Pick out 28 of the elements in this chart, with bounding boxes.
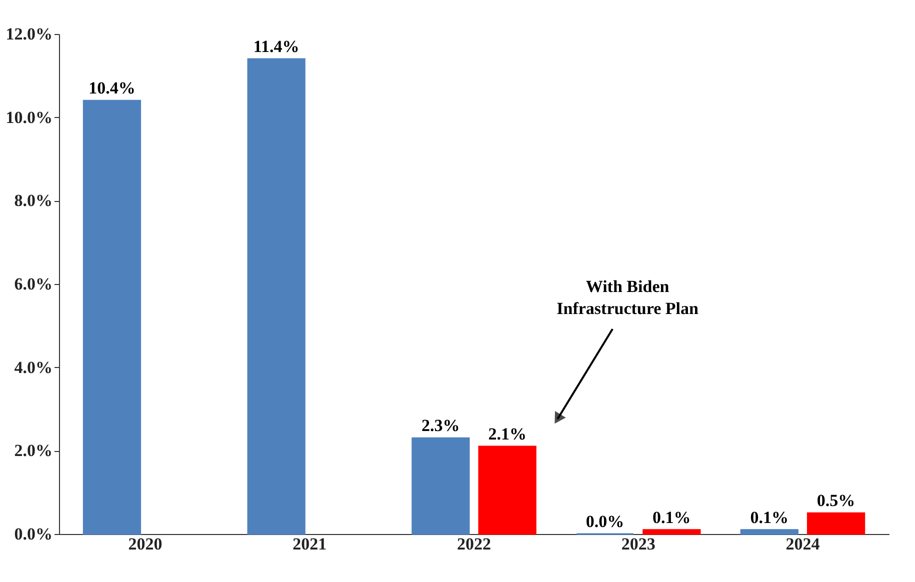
bar [82, 100, 142, 535]
x-tick-label: 2022 [457, 534, 491, 554]
data-label: 0.1% [750, 508, 789, 527]
data-label: 0.0% [586, 512, 624, 531]
bar [478, 446, 536, 535]
bar [642, 529, 701, 535]
data-label: 0.5% [816, 491, 856, 510]
x-tick-label: 2021 [292, 534, 327, 554]
data-label: 0.1% [652, 508, 691, 527]
y-tick-label: 4.0% [14, 358, 52, 377]
y-tick-label: 12.0% [6, 24, 52, 44]
y-tick-label: 0.0% [14, 524, 52, 544]
bar [740, 529, 798, 535]
bar [247, 58, 306, 535]
bar [412, 437, 470, 535]
data-label: 11.4% [253, 37, 300, 56]
y-tick-label: 10.0% [6, 108, 52, 127]
x-tick-label: 2020 [128, 534, 162, 554]
data-label: 2.3% [422, 416, 460, 436]
bar [806, 512, 866, 535]
x-tick-label: 2023 [621, 534, 656, 554]
data-label: 2.1% [488, 424, 526, 444]
annotation: With Biden Infrastructure Plan [556, 277, 699, 318]
y-tick-label: 2.0% [14, 441, 52, 460]
y-tick-label: 8.0% [14, 191, 52, 210]
x-tick-label: 2024 [786, 534, 820, 554]
data-label: 10.4% [88, 78, 136, 98]
y-tick-label: 6.0% [14, 274, 52, 294]
